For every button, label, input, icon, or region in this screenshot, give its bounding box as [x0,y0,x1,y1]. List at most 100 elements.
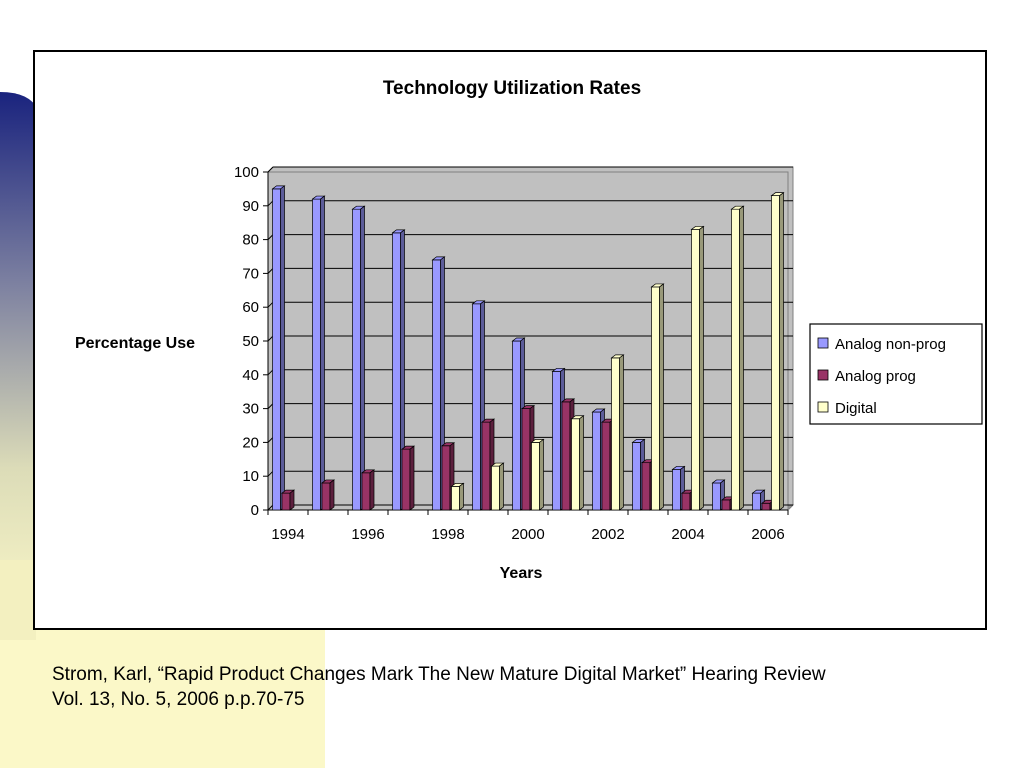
y-tick-label: 80 [242,232,259,249]
bar-analog-non-prog-1997 [391,229,406,511]
bar-front [681,492,691,511]
bar-front [611,357,620,511]
x-axis-title: Years [500,565,543,582]
bar-front [651,286,660,511]
legend-label: Analog non-prog [835,336,946,353]
bar-side [779,191,784,511]
bar-side [499,462,504,511]
bar-digital-1999 [490,462,505,511]
bar-front [441,445,451,511]
bar-front [432,259,441,511]
legend-swatch-analog-non-prog [817,337,829,349]
chart-title: Technology Utilization Rates [383,78,641,99]
sidebar-cream-strip [0,560,36,640]
bar-analog-prog-1996 [360,469,376,511]
bar-front [472,303,481,511]
sidebar-cream-block [0,630,325,768]
chart: Technology Utilization Rates 0 10 20 30 40 50 6… [75,78,983,582]
bar-front [561,401,571,511]
sidebar-gradient-shape [0,92,38,630]
bar-front [712,482,721,511]
bar-front [691,229,700,511]
bar-side [619,354,624,511]
bar-front [771,195,780,511]
y-tick-label: 100 [234,164,259,181]
bar-front [672,469,681,511]
y-tick-label: 10 [242,468,259,485]
bar-front [491,465,500,511]
bar-front [312,198,321,511]
legend-swatch-analog-prog [817,369,829,381]
citation-caption: Strom, Karl, “Rapid Product Changes Mark… [52,662,1002,712]
legend-label: Analog prog [835,368,916,385]
bar-front [531,442,540,511]
bar-front [761,502,771,511]
bar-front [272,188,281,511]
bar-digital-2003 [650,283,665,511]
bar-side [369,469,375,511]
y-tick-label: 50 [242,333,259,350]
bar-side [659,283,664,511]
y-tick-label: 90 [242,198,259,215]
x-tick-label: 2002 [591,526,624,543]
bar-side [539,438,544,511]
citation-line-2: Vol. 13, No. 5, 2006 p.p.70-75 [52,689,305,710]
chart-frame: Technology Utilization Rates 0 10 20 30 40 50 6… [33,50,987,630]
bar-side [320,195,325,511]
bar-front [481,421,491,511]
bar-digital-2005 [730,205,745,511]
bar-front [451,485,460,511]
y-tick-label: 40 [242,367,259,384]
bar-front [512,340,521,511]
bar-front [601,421,611,511]
bar-analog-non-prog-1994 [271,185,286,511]
bar-side [699,225,704,511]
bar-side [289,489,295,511]
bar-front [281,492,291,511]
x-tick-label: 2004 [671,526,704,543]
bar-side [329,479,335,511]
bar-digital-2004 [690,225,705,511]
x-tick-label: 1994 [271,526,304,543]
x-tick-label: 1996 [351,526,384,543]
bar-front [392,232,401,511]
bar-side [739,205,744,511]
bar-front [592,411,601,511]
legend-label: Digital [835,400,877,417]
bar-side [459,482,464,511]
bar-front [632,442,641,511]
legend-swatch-digital [817,401,829,413]
bar-side [360,205,365,511]
bar-digital-2006 [770,191,785,511]
bar-front [571,418,580,511]
y-tick-label: 70 [242,265,259,282]
bar-analog-non-prog-1995 [311,195,326,511]
bar-analog-prog-1995 [320,479,336,511]
bar-side [409,445,415,511]
x-tick-label: 1998 [431,526,464,543]
gridline-depth [267,166,274,173]
y-tick-label: 20 [242,434,259,451]
x-tick-label: 2000 [511,526,544,543]
bar-analog-non-prog-1998 [431,256,446,511]
legend [809,323,983,425]
bar-front [321,482,331,511]
bar-front [352,208,361,511]
bar-front [552,371,561,511]
bar-digital-2002 [610,354,625,511]
y-tick-label: 0 [251,502,259,519]
bar-front [721,499,731,511]
bar-digital-2000 [530,438,545,511]
bar-front [641,462,651,511]
bar-side [280,185,285,511]
bar-analog-prog-1994 [280,489,296,511]
y-axis-title: Percentage Use [75,335,195,352]
bar-digital-1998 [450,482,465,511]
bar-front [521,408,531,511]
bar-front [401,448,411,511]
bar-digital-2001 [570,415,585,511]
bar-front [752,492,761,511]
x-tick-label: 2006 [751,526,784,543]
bar-analog-prog-1997 [400,445,416,511]
